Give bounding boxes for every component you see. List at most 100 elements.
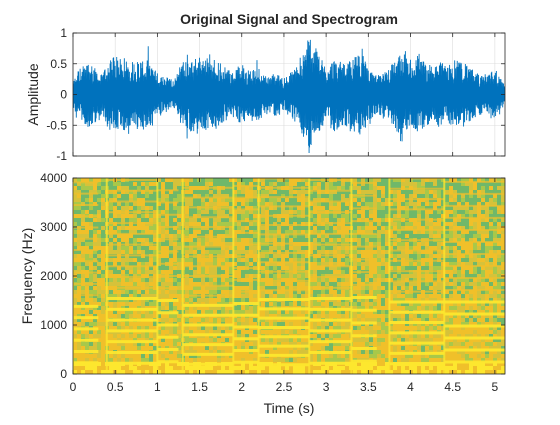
spectrogram-cell: [409, 194, 413, 198]
spectrogram-cell: [369, 202, 373, 206]
spectrogram-cell: [357, 214, 361, 218]
spectrogram-cell: [385, 290, 389, 294]
spectrogram-cell: [405, 282, 409, 286]
spectrogram-cell: [385, 270, 389, 274]
spectrogram-cell: [497, 198, 501, 202]
spectrogram-cell: [141, 218, 145, 222]
spectrogram-cell: [169, 270, 173, 274]
spectrogram-cell: [317, 182, 321, 186]
spectrogram-cell: [101, 318, 105, 322]
spectrogram-cell: [117, 194, 121, 198]
spectrogram-cell: [133, 182, 137, 186]
spectrogram-cell: [189, 242, 193, 246]
spectrogram-cell: [397, 274, 401, 278]
spectrogram-cell: [89, 222, 93, 226]
spectrogram-cell: [85, 222, 89, 226]
spectrogram-cell: [369, 186, 373, 190]
spectrogram-cell: [121, 278, 125, 282]
spectrogram-cell: [393, 182, 397, 186]
spectrogram-cell: [417, 282, 421, 286]
spectrogram-cell: [461, 186, 465, 190]
spectrogram-cell: [381, 242, 385, 246]
spectrogram-cell: [241, 286, 245, 290]
spectrogram-cell: [429, 214, 433, 218]
spectrogram-cell: [205, 218, 209, 222]
spectrogram-cell: [285, 350, 289, 354]
spectrogram-cell: [113, 206, 117, 210]
spectrogram-cell: [481, 198, 485, 202]
spectrogram-cell: [269, 350, 273, 354]
spectrogram-cell: [205, 250, 209, 254]
spectrogram-cell: [121, 218, 125, 222]
spectrogram-cell: [269, 218, 273, 222]
spectrogram-cell: [341, 246, 345, 250]
spectrogram-cell: [421, 338, 425, 342]
spectrogram-cell: [213, 346, 217, 350]
spectrogram-cell: [169, 266, 173, 270]
spectrogram-cell: [293, 350, 297, 354]
spectrogram-cell: [265, 274, 269, 278]
spectrogram-cell: [193, 270, 197, 274]
spectrogram-cell: [345, 182, 349, 186]
spectrogram-cell: [129, 334, 133, 338]
spectrogram-cell: [185, 182, 189, 186]
spectrogram-cell: [97, 262, 101, 266]
spectrogram-cell: [369, 290, 373, 294]
spectrogram-cell: [129, 278, 133, 282]
spectrogram-cell: [197, 222, 201, 226]
spectrogram-cell: [205, 338, 209, 342]
spectrogram-cell: [501, 210, 505, 214]
spectrogram-cell: [117, 290, 121, 294]
spectrogram-cell: [225, 358, 229, 362]
spectrogram-cell: [101, 326, 105, 330]
spectrogram-cell: [413, 282, 417, 286]
spectrogram-cell: [101, 306, 105, 310]
spectrogram-cell: [289, 238, 293, 242]
spectrogram-cell: [121, 206, 125, 210]
spectrogram-cell: [405, 214, 409, 218]
spectrogram-cell: [425, 274, 429, 278]
spectrogram-cell: [433, 246, 437, 250]
spectrogram-cell: [333, 290, 337, 294]
spectrogram-cell: [333, 194, 337, 198]
spectrogram-cell: [273, 322, 277, 326]
spectrogram-cell: [393, 282, 397, 286]
spectrogram-cell: [161, 194, 165, 198]
spectrogram-cell: [269, 302, 273, 306]
spectrogram-cell: [325, 238, 329, 242]
spectrogram-cell: [85, 218, 89, 222]
spectrogram-cell: [213, 182, 217, 186]
spectrogram-cell: [145, 334, 149, 338]
spectrogram-cell: [313, 346, 317, 350]
spectrogram-cell: [477, 342, 481, 346]
spectrogram-cell: [293, 330, 297, 334]
spectrogram-cell: [429, 338, 433, 342]
spectrogram-cell: [145, 282, 149, 286]
spectrogram-cell: [317, 334, 321, 338]
spectrogram-cell: [109, 246, 113, 250]
spectrogram-cell: [249, 330, 253, 334]
spectrogram-cell: [365, 254, 369, 258]
spectrogram-cell: [501, 282, 505, 286]
spectrogram-cell: [489, 282, 493, 286]
spectrogram-cell: [129, 358, 133, 362]
spectrogram-cell: [245, 210, 249, 214]
spectrogram-cell: [93, 310, 97, 314]
spectrogram-cell: [141, 354, 145, 358]
spectrogram-cell: [89, 230, 93, 234]
spectrogram-cell: [113, 218, 117, 222]
spectrogram-cell: [209, 238, 213, 242]
spectrogram-cell: [361, 318, 365, 322]
spectrogram-cell: [385, 186, 389, 190]
spectrogram-cell: [365, 250, 369, 254]
spectrogram-cell: [477, 246, 481, 250]
spectrogram-cell: [377, 350, 381, 354]
spectrogram-cell: [269, 294, 273, 298]
spectrogram-cell: [281, 350, 285, 354]
spectrogram-cell: [493, 270, 497, 274]
spectrogram-cell: [353, 290, 357, 294]
spectrogram-cell: [501, 270, 505, 274]
spectrogram-cell: [101, 210, 105, 214]
spectrogram-cell: [333, 258, 337, 262]
